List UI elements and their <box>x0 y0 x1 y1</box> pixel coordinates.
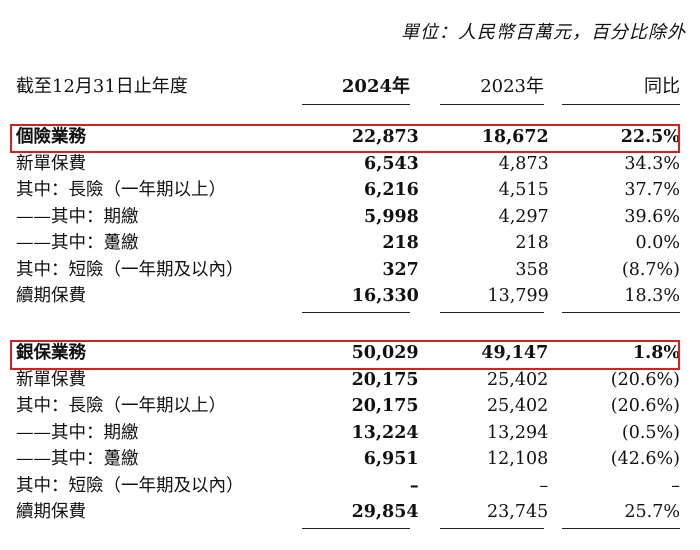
value-2024: 6,216 <box>364 180 419 200</box>
table-row: 續期保費 29,854 23,745 25.7% <box>0 499 700 526</box>
value-2023: 4,297 <box>498 206 549 227</box>
row-label: 新單保費 <box>16 369 86 390</box>
value-yoy: 34.3% <box>624 153 680 174</box>
table-row: 新單保費 20,175 25,402 (20.6%) <box>0 367 700 394</box>
table-row: 新單保費 6,543 4,873 34.3% <box>0 151 700 178</box>
value-yoy: 37.7% <box>624 180 680 200</box>
table-row: 其中：長險（一年期以上） 6,216 4,515 37.7% <box>0 177 700 204</box>
table-row: 其中：長險（一年期以上） 20,175 25,402 (20.6%) <box>0 393 700 420</box>
row-label: 續期保費 <box>16 502 86 522</box>
value-yoy: 22.5% <box>620 127 680 147</box>
value-2024: 5,998 <box>364 206 419 227</box>
header-rule-yoy <box>562 104 680 105</box>
row-label: 其中：長險（一年期以上） <box>16 180 226 200</box>
value-2023: 4,873 <box>498 153 549 174</box>
value-2023: 18,672 <box>481 127 549 147</box>
bottom-rule-2023 <box>440 528 544 529</box>
row-label: 個險業務 <box>16 127 86 147</box>
value-2024: 20,175 <box>351 396 419 416</box>
value-yoy: (0.5%) <box>621 422 680 443</box>
table-row-bancassurance-total: 銀保業務 50,029 49,147 1.8% <box>0 340 700 367</box>
table-row: ——其中：躉繳 6,951 12,108 (42.6%) <box>0 446 700 473</box>
value-2024: 29,854 <box>351 502 419 522</box>
value-yoy: 0.0% <box>635 233 680 253</box>
row-label: ——其中：躉繳 <box>16 449 139 469</box>
table-row: 其中：短險（一年期及以內） 327 358 (8.7%) <box>0 257 700 284</box>
bottom-rule-yoy <box>562 528 680 529</box>
bottom-rule-2024 <box>302 528 410 529</box>
row-label: 銀保業務 <box>16 343 86 363</box>
value-2023: – <box>539 475 549 496</box>
col-2024-header: 2024年 <box>341 76 410 97</box>
value-2023: 4,515 <box>498 180 549 200</box>
value-2024: 50,029 <box>351 343 419 363</box>
value-yoy: 25.7% <box>624 502 680 522</box>
value-2023: 12,108 <box>487 449 549 469</box>
value-2024: 16,330 <box>351 286 419 306</box>
row-label: 其中：短險（一年期及以內） <box>16 259 244 280</box>
section-rule-2024 <box>302 312 410 313</box>
value-2024: 6,543 <box>364 153 419 174</box>
table-row-individual-total: 個險業務 22,873 18,672 22.5% <box>0 124 700 151</box>
value-2024: 22,873 <box>351 127 419 147</box>
value-2023: 358 <box>515 259 549 280</box>
value-yoy: (20.6%) <box>610 369 680 390</box>
header-rule-2023 <box>440 104 544 105</box>
col-yoy-header: 同比 <box>644 76 680 97</box>
row-label: 新單保費 <box>16 153 86 174</box>
value-2024: – <box>409 475 419 496</box>
section-rule-2023 <box>440 312 544 313</box>
table-row: ——其中：期繳 13,224 13,294 (0.5%) <box>0 420 700 447</box>
value-2023: 13,799 <box>487 286 549 306</box>
value-yoy: 1.8% <box>632 343 680 363</box>
value-2024: 13,224 <box>351 422 419 443</box>
row-label: 續期保費 <box>16 286 86 306</box>
value-2024: 327 <box>382 259 419 280</box>
table-row: ——其中：躉繳 218 218 0.0% <box>0 230 700 257</box>
value-yoy: (20.6%) <box>610 396 680 416</box>
header-rule-2024 <box>302 104 410 105</box>
row-label: 其中：長險（一年期以上） <box>16 396 226 416</box>
section-rule-yoy <box>562 312 680 313</box>
value-2024: 218 <box>382 233 419 253</box>
value-2023: 25,402 <box>487 396 549 416</box>
value-2023: 218 <box>515 233 549 253</box>
table-row: 續期保費 16,330 13,799 18.3% <box>0 283 700 310</box>
value-2024: 6,951 <box>363 449 419 469</box>
value-2023: 49,147 <box>481 343 549 363</box>
value-2023: 23,745 <box>487 502 549 522</box>
period-label: 截至12月31日止年度 <box>16 76 188 97</box>
row-label: ——其中：期繳 <box>16 422 139 443</box>
value-yoy: 18.3% <box>624 286 680 306</box>
row-label: 其中：短險（一年期及以內） <box>16 475 244 496</box>
unit-note: 單位：人民幣百萬元，百分比除外 <box>401 22 686 43</box>
value-2024: 20,175 <box>351 369 419 390</box>
row-label: ——其中：躉繳 <box>16 233 139 253</box>
value-yoy: – <box>671 475 680 496</box>
col-2023-header: 2023年 <box>480 76 544 97</box>
value-yoy: (42.6%) <box>610 449 680 469</box>
individual-table: 個險業務 22,873 18,672 22.5% 新單保費 6,543 4,87… <box>0 124 700 310</box>
value-yoy: 39.6% <box>624 206 680 227</box>
value-2023: 25,402 <box>487 369 549 390</box>
table-row: ——其中：期繳 5,998 4,297 39.6% <box>0 204 700 231</box>
table-header: 截至12月31日止年度 2024年 2023年 同比 <box>0 72 700 102</box>
table-row: 其中：短險（一年期及以內） – – – <box>0 473 700 500</box>
value-2023: 13,294 <box>487 422 549 443</box>
row-label: ——其中：期繳 <box>16 206 139 227</box>
value-yoy: (8.7%) <box>621 259 680 280</box>
bancassurance-table: 銀保業務 50,029 49,147 1.8% 新單保費 20,175 25,4… <box>0 340 700 526</box>
